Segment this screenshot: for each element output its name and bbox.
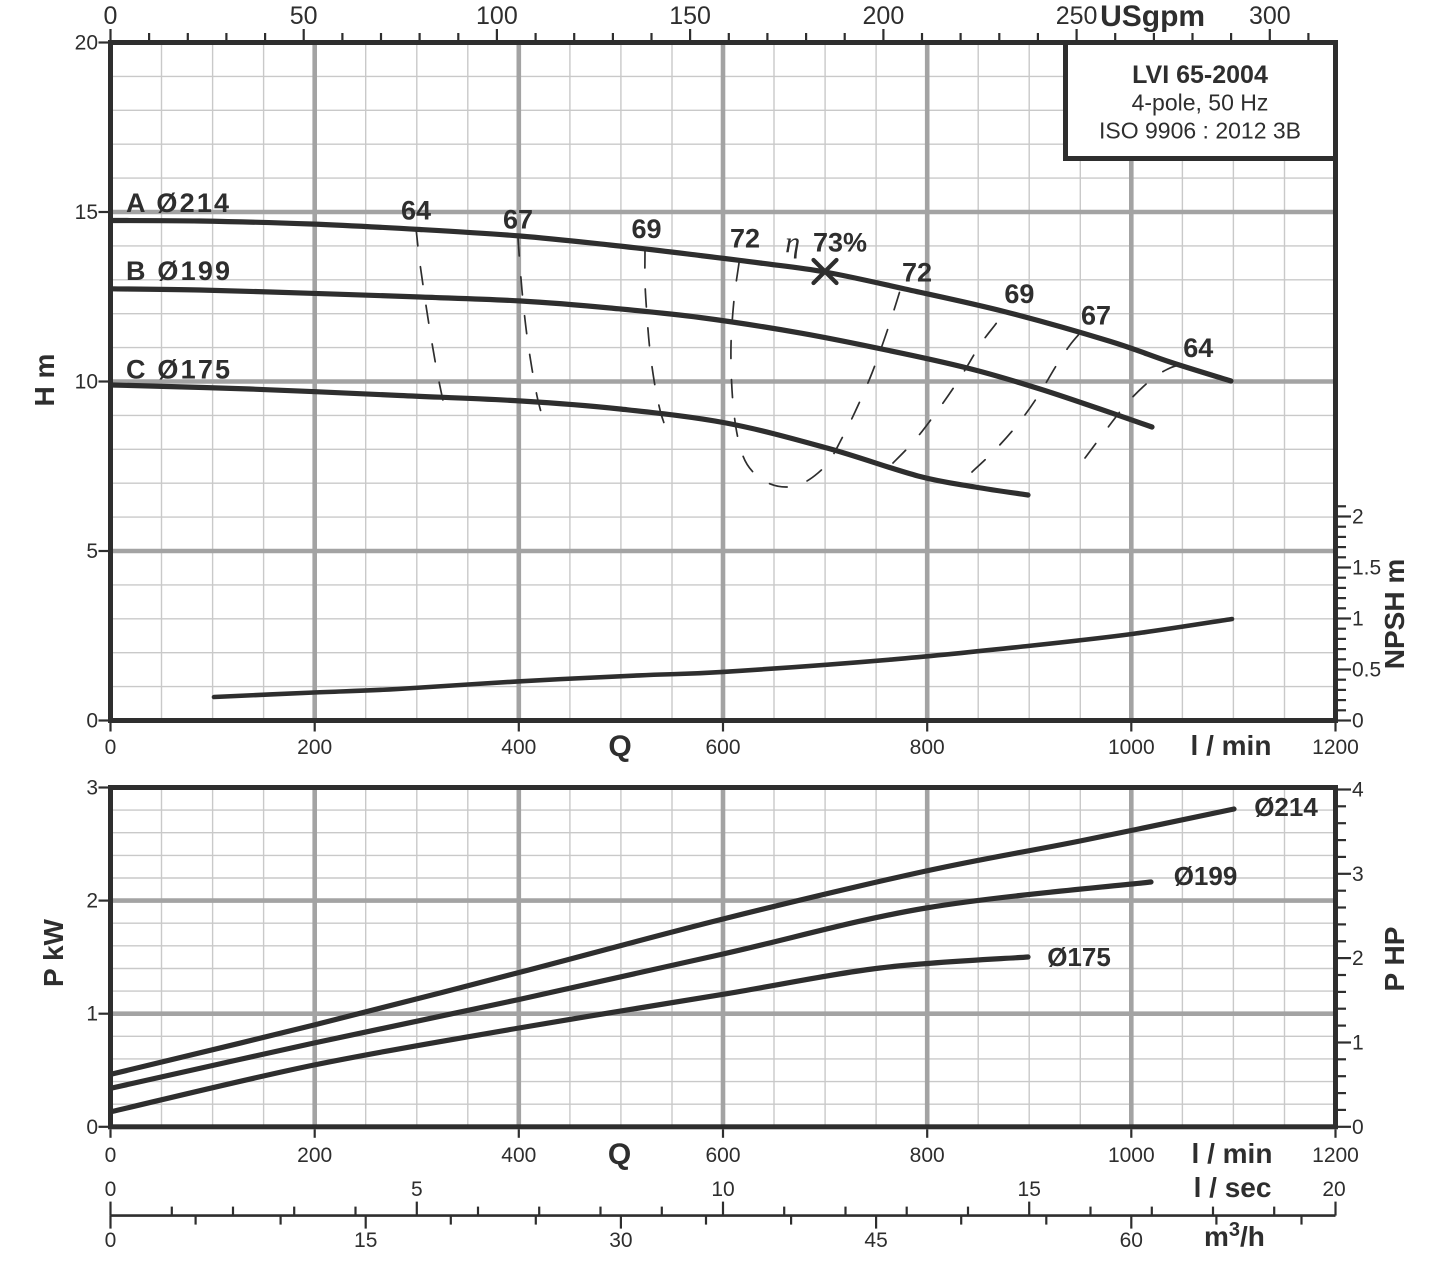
svg-text:l / min: l / min	[1192, 1138, 1273, 1169]
svg-text:Q: Q	[608, 730, 631, 763]
svg-text:150: 150	[669, 2, 711, 30]
svg-text:C Ø175: C Ø175	[126, 355, 232, 385]
svg-text:72: 72	[902, 258, 932, 288]
svg-text:1000: 1000	[1108, 1144, 1155, 1167]
svg-text:10: 10	[711, 1178, 734, 1201]
svg-text:5: 5	[86, 540, 98, 563]
svg-text:USgpm: USgpm	[1100, 0, 1205, 33]
svg-text:64: 64	[1183, 333, 1213, 363]
svg-text:45: 45	[864, 1229, 887, 1252]
svg-text:0: 0	[105, 1229, 117, 1252]
svg-text:64: 64	[401, 196, 431, 226]
svg-text:0: 0	[86, 710, 98, 733]
svg-text:Ø199: Ø199	[1174, 861, 1238, 891]
svg-text:400: 400	[501, 736, 536, 759]
svg-text:200: 200	[863, 2, 905, 30]
svg-text:0: 0	[105, 1144, 117, 1167]
svg-text:300: 300	[1249, 2, 1291, 30]
svg-text:P kW: P kW	[38, 918, 69, 987]
svg-text:0: 0	[1352, 710, 1364, 733]
svg-text:1200: 1200	[1312, 736, 1359, 759]
svg-text:15: 15	[75, 201, 98, 224]
svg-text:3: 3	[86, 777, 98, 800]
svg-text:l / min: l / min	[1191, 730, 1272, 761]
svg-text:20: 20	[1322, 1178, 1345, 1201]
svg-text:400: 400	[501, 1144, 536, 1167]
svg-text:P HP: P HP	[1379, 927, 1410, 992]
svg-text:Ø214: Ø214	[1254, 792, 1318, 822]
svg-text:0: 0	[104, 2, 118, 30]
svg-text:1: 1	[86, 1003, 98, 1026]
svg-text:67: 67	[503, 205, 533, 235]
svg-text:η: η	[785, 226, 800, 259]
svg-text:600: 600	[705, 736, 740, 759]
svg-text:72: 72	[730, 224, 760, 254]
svg-text:ISO 9906 : 2012 3B: ISO 9906 : 2012 3B	[1099, 118, 1301, 144]
svg-text:LVI 65-2004: LVI 65-2004	[1132, 61, 1268, 89]
svg-text:15: 15	[1018, 1178, 1041, 1201]
svg-text:5: 5	[411, 1178, 423, 1201]
svg-text:1.5: 1.5	[1352, 557, 1381, 580]
svg-text:30: 30	[609, 1229, 632, 1252]
svg-text:600: 600	[705, 1144, 740, 1167]
svg-text:200: 200	[297, 736, 332, 759]
svg-text:0.5: 0.5	[1352, 659, 1381, 682]
svg-text:2: 2	[1352, 947, 1364, 970]
svg-text:1200: 1200	[1312, 1144, 1359, 1167]
svg-text:10: 10	[75, 371, 98, 394]
svg-text:Ø175: Ø175	[1047, 942, 1111, 972]
svg-text:0: 0	[105, 736, 117, 759]
svg-text:0: 0	[1352, 1116, 1364, 1139]
svg-text:60: 60	[1120, 1229, 1143, 1252]
svg-text:50: 50	[290, 2, 318, 30]
svg-text:800: 800	[910, 1144, 945, 1167]
svg-text:67: 67	[1081, 301, 1111, 331]
svg-text:1: 1	[1352, 1032, 1364, 1055]
svg-text:NPSH m: NPSH m	[1379, 559, 1410, 669]
svg-text:2: 2	[86, 890, 98, 913]
svg-text:0: 0	[105, 1178, 117, 1201]
svg-text:A Ø214: A Ø214	[126, 188, 231, 218]
svg-text:2: 2	[1352, 506, 1364, 529]
svg-text:20: 20	[75, 32, 98, 55]
svg-text:0: 0	[86, 1116, 98, 1139]
svg-text:H m: H m	[29, 354, 60, 407]
svg-text:Q: Q	[608, 1138, 631, 1171]
svg-text:69: 69	[1004, 279, 1034, 309]
svg-text:69: 69	[631, 214, 661, 244]
svg-text:100: 100	[476, 2, 518, 30]
svg-text:B Ø199: B Ø199	[126, 256, 232, 286]
svg-text:250: 250	[1056, 2, 1098, 30]
svg-text:73%: 73%	[813, 228, 867, 258]
svg-text:1: 1	[1352, 608, 1364, 631]
svg-text:4: 4	[1352, 779, 1364, 802]
svg-text:1000: 1000	[1108, 736, 1155, 759]
svg-text:3: 3	[1352, 863, 1364, 886]
svg-text:4-pole, 50 Hz: 4-pole, 50 Hz	[1132, 90, 1269, 116]
svg-text:800: 800	[910, 736, 945, 759]
svg-text:15: 15	[354, 1229, 377, 1252]
svg-text:200: 200	[297, 1144, 332, 1167]
svg-text:l / sec: l / sec	[1194, 1172, 1272, 1203]
